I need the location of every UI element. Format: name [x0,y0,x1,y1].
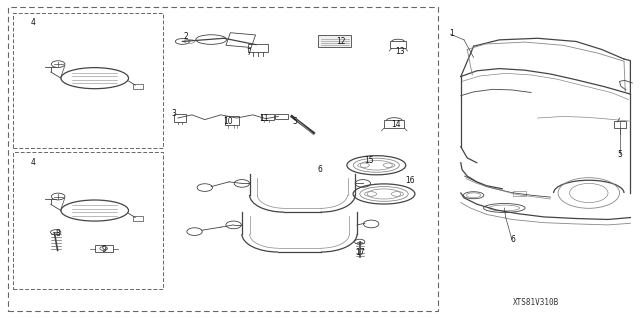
Circle shape [355,239,365,244]
Text: 5: 5 [292,117,297,126]
Text: 1: 1 [449,29,454,38]
Text: 2: 2 [183,32,188,41]
Text: 13: 13 [395,47,405,56]
Bar [225,116,239,125]
Bar [133,216,143,221]
Bar [614,121,626,128]
Text: 5: 5 [617,150,622,159]
Bar [318,35,351,47]
Text: 7: 7 [246,48,251,57]
Bar [261,114,274,120]
Bar [384,120,404,128]
Bar [275,114,288,119]
Text: 8: 8 [55,229,60,238]
Bar [174,114,186,122]
Bar [513,191,526,196]
Text: 17: 17 [355,248,365,257]
Text: 10: 10 [223,117,233,126]
Bar [390,41,406,48]
Bar [8,7,438,311]
Text: 4: 4 [31,18,36,27]
Circle shape [51,230,61,235]
Text: XTS81V310B: XTS81V310B [513,298,559,307]
Bar [133,84,143,89]
Bar [13,13,163,148]
Text: 6: 6 [511,235,516,244]
Bar [13,152,163,289]
Text: 6: 6 [317,165,323,174]
Text: 4: 4 [31,158,36,167]
Bar [95,245,113,252]
Text: 16: 16 [404,176,415,185]
Text: 15: 15 [364,156,374,165]
Bar [226,33,255,48]
Text: 14: 14 [390,120,401,129]
Bar [248,44,268,52]
Text: 3: 3 [172,109,177,118]
Text: 9: 9 [101,245,106,254]
Text: 11: 11 [260,114,269,122]
Text: 12: 12 [337,37,346,46]
